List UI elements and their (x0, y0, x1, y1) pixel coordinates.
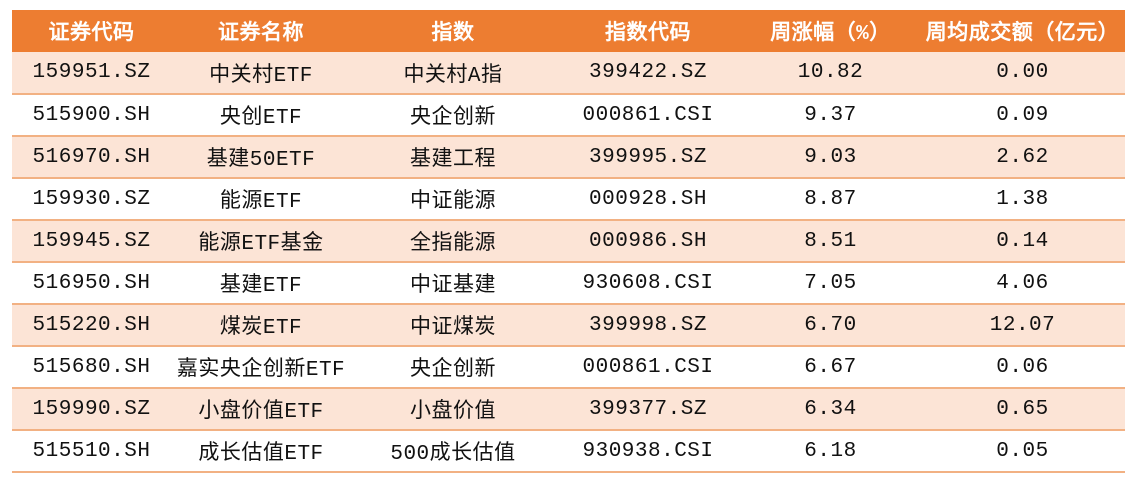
table-row: 515510.SH 成长估值ETF 500成长估值 930938.CSI 6.18 0.0… (12, 430, 1125, 473)
index-code-cell: 930938.CSI (555, 430, 741, 473)
weekly-turnover-cell: 2.62 (920, 136, 1125, 179)
index-code-cell: 399995.SZ (555, 136, 741, 179)
weekly-change-cell: 6.67 (741, 346, 920, 389)
index-code-cell: 399377.SZ (555, 388, 741, 431)
security-code-cell: 515220.SH (12, 304, 171, 347)
weekly-change-cell: 8.87 (741, 178, 920, 221)
table-row: 516970.SH 基建50ETF 基建工程 399995.SZ 9.03 2.62 (12, 136, 1125, 179)
security-code-cell: 516950.SH (12, 262, 171, 305)
weekly-change-cell: 10.82 (741, 52, 920, 95)
table-row: 515680.SH 嘉实央企创新ETF 央企创新 000861.CSI 6.67 0.06 (12, 346, 1125, 389)
weekly-change-cell: 6.18 (741, 430, 920, 473)
weekly-change-cell: 7.05 (741, 262, 920, 305)
security-code-cell: 516970.SH (12, 136, 171, 179)
index-code-cell: 399422.SZ (555, 52, 741, 95)
col-header-weekly-turnover: 周均成交额（亿元） (920, 10, 1125, 52)
index-name-cell: 中证基建 (351, 262, 555, 305)
col-header-security-code: 证券代码 (12, 10, 171, 52)
security-name-cell: 中关村ETF (171, 52, 351, 95)
security-name-cell: 央创ETF (171, 94, 351, 137)
index-code-cell: 399998.SZ (555, 304, 741, 347)
table-body: 159951.SZ 中关村ETF 中关村A指 399422.SZ 10.82 0.00 51… (12, 52, 1125, 473)
index-name-cell: 央企创新 (351, 94, 555, 137)
weekly-turnover-cell: 4.06 (920, 262, 1125, 305)
security-name-cell: 成长估值ETF (171, 430, 351, 473)
security-name-cell: 嘉实央企创新ETF (171, 346, 351, 389)
weekly-turnover-cell: 12.07 (920, 304, 1125, 347)
weekly-change-cell: 9.03 (741, 136, 920, 179)
weekly-turnover-cell: 0.09 (920, 94, 1125, 137)
weekly-turnover-cell: 0.00 (920, 52, 1125, 95)
index-name-cell: 中关村A指 (351, 52, 555, 95)
table-row: 159951.SZ 中关村ETF 中关村A指 399422.SZ 10.82 0.00 (12, 52, 1125, 95)
weekly-turnover-cell: 0.65 (920, 388, 1125, 431)
index-code-cell: 000986.SH (555, 220, 741, 263)
index-name-cell: 小盘价值 (351, 388, 555, 431)
security-code-cell: 515900.SH (12, 94, 171, 137)
index-name-cell: 500成长估值 (351, 430, 555, 473)
weekly-change-cell: 9.37 (741, 94, 920, 137)
col-header-security-name: 证券名称 (171, 10, 351, 52)
col-header-weekly-change: 周涨幅（%） (741, 10, 920, 52)
table-row: 516950.SH 基建ETF 中证基建 930608.CSI 7.05 4.06 (12, 262, 1125, 305)
col-header-index-name: 指数 (351, 10, 555, 52)
security-code-cell: 159951.SZ (12, 52, 171, 95)
index-name-cell: 中证能源 (351, 178, 555, 221)
table-row: 159990.SZ 小盘价值ETF 小盘价值 399377.SZ 6.34 0.65 (12, 388, 1125, 431)
weekly-change-cell: 6.70 (741, 304, 920, 347)
security-name-cell: 小盘价值ETF (171, 388, 351, 431)
table-row: 159930.SZ 能源ETF 中证能源 000928.SH 8.87 1.38 (12, 178, 1125, 221)
weekly-change-cell: 6.34 (741, 388, 920, 431)
security-name-cell: 基建50ETF (171, 136, 351, 179)
weekly-change-cell: 8.51 (741, 220, 920, 263)
security-name-cell: 能源ETF基金 (171, 220, 351, 263)
security-name-cell: 煤炭ETF (171, 304, 351, 347)
security-name-cell: 能源ETF (171, 178, 351, 221)
security-code-cell: 159930.SZ (12, 178, 171, 221)
header-row: 证券代码 证券名称 指数 指数代码 周涨幅（%） 周均成交额（亿元） (12, 10, 1125, 52)
security-code-cell: 515510.SH (12, 430, 171, 473)
etf-performance-table: 证券代码 证券名称 指数 指数代码 周涨幅（%） 周均成交额（亿元） 15995… (12, 10, 1125, 473)
index-name-cell: 全指能源 (351, 220, 555, 263)
index-code-cell: 000861.CSI (555, 346, 741, 389)
index-code-cell: 930608.CSI (555, 262, 741, 305)
index-name-cell: 央企创新 (351, 346, 555, 389)
security-code-cell: 515680.SH (12, 346, 171, 389)
index-code-cell: 000928.SH (555, 178, 741, 221)
index-code-cell: 000861.CSI (555, 94, 741, 137)
weekly-turnover-cell: 0.14 (920, 220, 1125, 263)
table-row: 515220.SH 煤炭ETF 中证煤炭 399998.SZ 6.70 12.07 (12, 304, 1125, 347)
index-name-cell: 基建工程 (351, 136, 555, 179)
security-code-cell: 159990.SZ (12, 388, 171, 431)
weekly-turnover-cell: 0.05 (920, 430, 1125, 473)
weekly-turnover-cell: 0.06 (920, 346, 1125, 389)
col-header-index-code: 指数代码 (555, 10, 741, 52)
security-name-cell: 基建ETF (171, 262, 351, 305)
table-row: 159945.SZ 能源ETF基金 全指能源 000986.SH 8.51 0.14 (12, 220, 1125, 263)
security-code-cell: 159945.SZ (12, 220, 171, 263)
index-name-cell: 中证煤炭 (351, 304, 555, 347)
table-row: 515900.SH 央创ETF 央企创新 000861.CSI 9.37 0.09 (12, 94, 1125, 137)
weekly-turnover-cell: 1.38 (920, 178, 1125, 221)
